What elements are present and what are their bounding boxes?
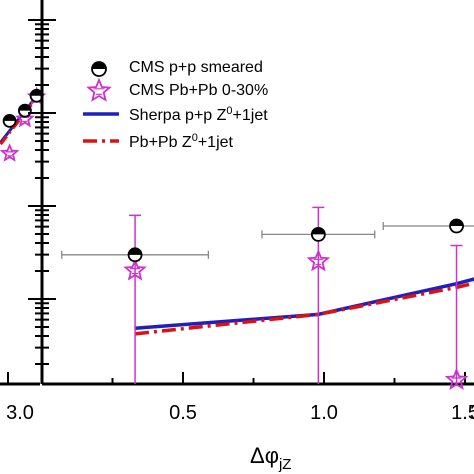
legend-label-text: Sherpa p+p Z	[129, 107, 227, 124]
circle-marker-fill	[92, 62, 106, 69]
legend-label-sup: 0	[192, 132, 198, 144]
star-marker-outline	[15, 108, 35, 128]
axis-labels: ΔφjZ	[250, 443, 291, 473]
x-axis-title-sub: jZ	[278, 456, 292, 473]
left-circle-marker	[2, 114, 17, 128]
data-points	[61, 206, 474, 391]
legend-label-suffix: +1jet	[198, 134, 234, 151]
x-tick-label: 1.5	[451, 402, 474, 424]
x-tick-label: 3	[470, 402, 474, 424]
x-tick-label: 3.0	[6, 402, 34, 424]
x-axis-title: ΔφjZ	[250, 443, 291, 473]
pbpb-star-marker	[123, 258, 147, 281]
star-marker-inner	[130, 268, 141, 275]
circle-marker-fill	[30, 89, 43, 96]
legend-label-text: CMS Pb+Pb 0-30%	[129, 82, 268, 99]
pp-circle-marker	[310, 226, 326, 242]
legend-label-sup: 0	[226, 105, 232, 117]
circle-marker-fill	[450, 219, 464, 226]
star-marker-inner	[93, 88, 105, 95]
pp-circle-marker	[449, 218, 464, 234]
legend: CMS p+p smeared CMS Pb+Pb 0-30% Sherpa p+p…	[83, 59, 268, 151]
legend-label: CMS Pb+Pb 0-30%	[129, 82, 268, 99]
circle-marker-fill	[311, 227, 325, 235]
legend-pbpb-marker	[86, 77, 112, 102]
legend-pp-marker	[91, 61, 107, 77]
star-marker-outline	[0, 143, 20, 162]
x-tick-label: 0.5	[169, 402, 197, 424]
star-marker-outline	[123, 258, 147, 281]
axes: 3.00.51.01.52.02.53	[0, 0, 474, 424]
star-marker-outline	[306, 248, 331, 272]
legend-label-text: CMS p+p smeared	[129, 59, 263, 76]
star-marker-inner	[313, 258, 324, 265]
x-axis-title-main: Δφ	[250, 443, 279, 468]
star-marker-inner	[5, 151, 14, 157]
left-panel-fragment	[0, 86, 47, 162]
left-star-marker	[0, 143, 20, 162]
circle-marker-fill	[18, 104, 31, 111]
pbpb-star-marker	[444, 367, 469, 391]
star-marker-outline	[444, 367, 469, 391]
legend-label-text: Pb+Pb Z	[129, 134, 192, 151]
star-marker-outline	[86, 77, 112, 102]
legend-label: Pb+Pb Z0+1jet	[129, 132, 234, 151]
star-marker-inner	[451, 377, 462, 384]
circle-marker-fill	[128, 248, 142, 255]
legend-label-suffix: +1jet	[233, 107, 269, 124]
legend-label: Sherpa p+p Z0+1jet	[129, 105, 268, 124]
pbpb-star-marker	[306, 248, 331, 272]
circle-marker-fill	[3, 114, 16, 121]
x-tick-label: 1.0	[310, 402, 338, 424]
left-circle-marker	[17, 103, 32, 118]
legend-label: CMS p+p smeared	[129, 59, 263, 76]
pp-circle-marker	[127, 247, 143, 263]
